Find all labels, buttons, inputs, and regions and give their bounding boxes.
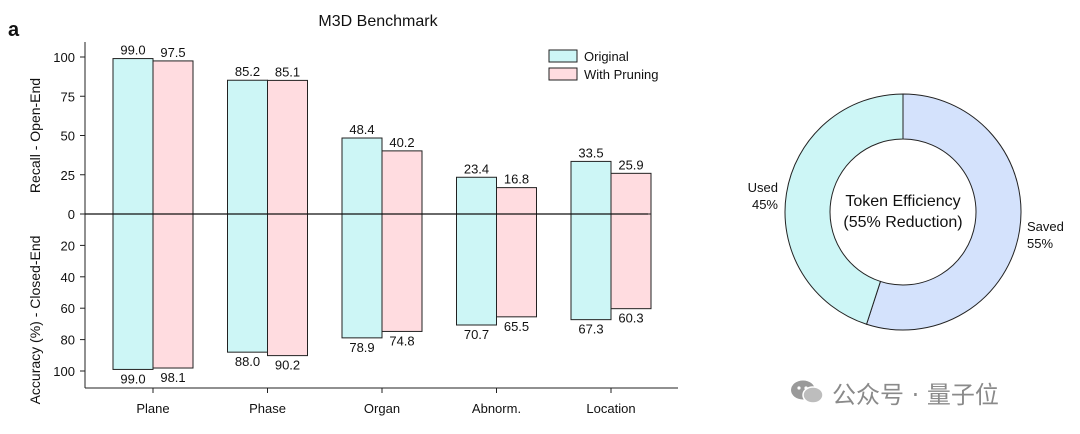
watermark-text: 公众号 · 量子位 <box>832 380 999 409</box>
data-label-closed-0-3: 70.7 <box>464 327 489 342</box>
y-tick-label-bottom-3: 80 <box>61 333 75 348</box>
data-label-open-0-1: 85.2 <box>235 64 260 79</box>
bar-closed-with-pruning-2 <box>381 213 423 332</box>
bar-closed-original-1 <box>227 213 268 353</box>
data-label-closed-1-0: 98.1 <box>160 370 185 385</box>
data-label-closed-1-2: 74.8 <box>389 333 414 348</box>
data-label-closed-1-4: 60.3 <box>618 311 643 326</box>
data-label-closed-0-4: 67.3 <box>578 322 603 337</box>
legend-swatch-1 <box>548 67 578 81</box>
donut-slice-used <box>784 93 904 325</box>
bar-open-original-1 <box>227 79 268 215</box>
y-tick-label-top-3: 75 <box>61 89 75 104</box>
wechat-icon <box>791 380 824 404</box>
data-label-open-0-2: 48.4 <box>349 122 374 137</box>
data-label-open-0-0: 99.0 <box>120 43 145 58</box>
data-label-closed-0-0: 99.0 <box>120 371 145 386</box>
bar-open-original-2 <box>341 137 383 215</box>
y-tick-label-top-4: 100 <box>53 50 75 65</box>
bar-closed-with-pruning-0 <box>152 213 194 369</box>
legend-swatch-0 <box>548 49 578 63</box>
y-tick-label-bottom-0: 20 <box>61 238 75 253</box>
x-tick-label-3: Abnorm. <box>472 401 521 416</box>
data-label-open-1-4: 25.9 <box>618 157 643 172</box>
y-axis-label-top: Recall - Open-End <box>27 78 43 193</box>
bar-closed-with-pruning-1 <box>267 213 308 357</box>
y-tick-label-top-1: 25 <box>61 168 75 183</box>
data-label-open-0-3: 23.4 <box>464 161 489 176</box>
watermark: 公众号 · 量子位 <box>790 372 999 412</box>
y-tick-label-bottom-4: 100 <box>53 364 75 379</box>
chart-title: M3D Benchmark <box>318 13 438 30</box>
data-label-open-1-2: 40.2 <box>389 135 414 150</box>
bar-open-with-pruning-2 <box>381 150 423 215</box>
bar-open-with-pruning-1 <box>267 79 308 215</box>
bar-open-with-pruning-3 <box>496 187 537 215</box>
donut-label-saved: Saved <box>1027 219 1064 234</box>
y-tick-label-bottom-2: 60 <box>61 301 75 316</box>
legend-label-1: With Pruning <box>584 67 658 82</box>
data-label-open-1-3: 16.8 <box>504 172 529 187</box>
legend-label-0: Original <box>584 49 629 64</box>
data-label-closed-1-3: 65.5 <box>504 319 529 334</box>
bar-open-with-pruning-0 <box>152 60 194 215</box>
bar-closed-original-0 <box>112 213 154 370</box>
y-tick-label-top-2: 50 <box>61 129 75 144</box>
x-tick-label-1: Phase <box>249 401 286 416</box>
donut-pct-saved: 55% <box>1027 236 1053 251</box>
donut-pct-used: 45% <box>752 197 778 212</box>
bar-open-original-4 <box>570 160 612 215</box>
donut-center-line-2: (55% Reduction) <box>843 214 962 231</box>
bar-open-original-0 <box>112 58 154 215</box>
data-label-closed-1-1: 90.2 <box>275 358 300 373</box>
data-label-closed-0-1: 88.0 <box>235 354 260 369</box>
y-axis-label-bottom: Accuracy (%) - Closed-End <box>27 236 43 405</box>
data-label-open-1-1: 85.1 <box>275 64 300 79</box>
bar-open-original-3 <box>456 176 497 215</box>
x-tick-label-0: Plane <box>136 401 169 416</box>
donut-center-line-1: Token Efficiency <box>845 193 960 210</box>
data-label-open-1-0: 97.5 <box>160 45 185 60</box>
bar-open-with-pruning-4 <box>610 172 652 215</box>
donut-slice-saved <box>865 93 1022 331</box>
y-tick-label-bottom-1: 40 <box>61 270 75 285</box>
data-label-closed-0-2: 78.9 <box>349 340 374 355</box>
panel-label: a <box>8 19 20 41</box>
x-tick-label-4: Location <box>586 401 635 416</box>
x-tick-label-2: Organ <box>364 401 400 416</box>
bar-closed-original-4 <box>570 213 612 321</box>
bar-closed-with-pruning-4 <box>610 213 652 310</box>
y-tick-label-top-0: 0 <box>68 207 75 222</box>
bar-closed-original-2 <box>341 213 383 339</box>
data-label-open-0-4: 33.5 <box>578 145 603 160</box>
bar-closed-with-pruning-3 <box>496 213 537 318</box>
donut-label-used: Used <box>748 180 778 195</box>
bar-closed-original-3 <box>456 213 497 326</box>
